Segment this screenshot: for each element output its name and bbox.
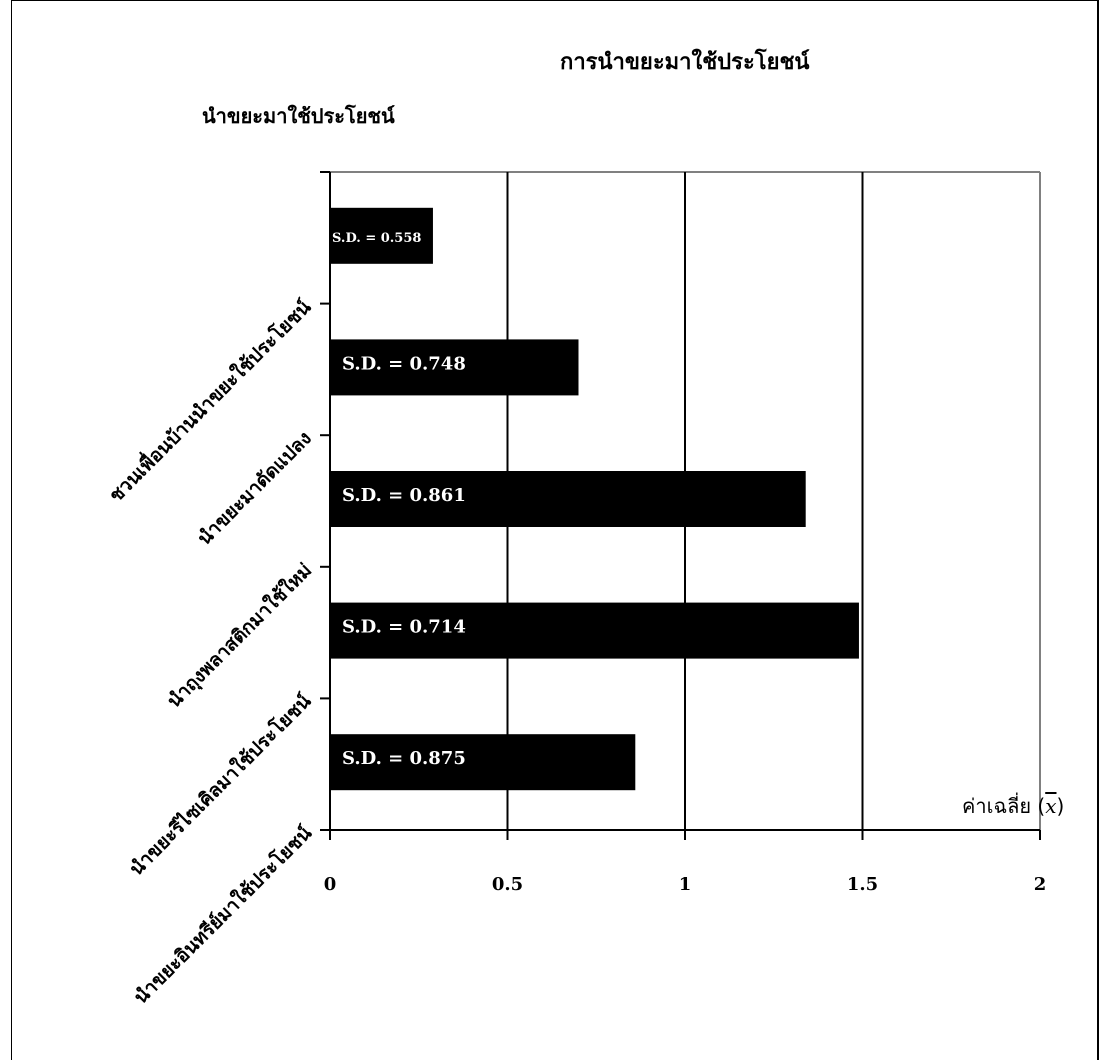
x-tick-label: 2 <box>1034 874 1047 895</box>
x-axis-label-text: ค่าเฉลี่ย <box>962 794 1032 818</box>
x-axis-label-symbol: x <box>1045 794 1057 818</box>
x-tick-label: 0.5 <box>492 874 523 895</box>
bar <box>330 207 433 264</box>
bar <box>330 602 859 659</box>
bar <box>330 339 579 396</box>
x-tick-label: 1.5 <box>847 874 878 895</box>
bar-data-label: S.D. = 0.875 <box>342 748 466 769</box>
x-axis-label-symbol-wrap: (x) <box>1037 794 1065 818</box>
chart-title: การนำขยะมาใช้ประโยชน์ <box>560 50 810 75</box>
bar-data-label: S.D. = 0.861 <box>342 485 466 506</box>
bar <box>330 471 806 527</box>
chart-frame <box>11 0 1099 1060</box>
x-tick-label: 0 <box>324 874 337 895</box>
bar-data-label: S.D. = 0.714 <box>342 617 466 638</box>
bar-data-label: S.D. = 0.558 <box>332 231 421 246</box>
chart-subtitle: นำขยะมาใช้ประโยชน์ <box>202 104 395 128</box>
x-tick-label: 1 <box>679 874 692 895</box>
x-axis-label: ค่าเฉลี่ย (x) <box>962 790 1064 822</box>
bar-data-label: S.D. = 0.748 <box>342 353 466 374</box>
bar <box>330 734 636 791</box>
